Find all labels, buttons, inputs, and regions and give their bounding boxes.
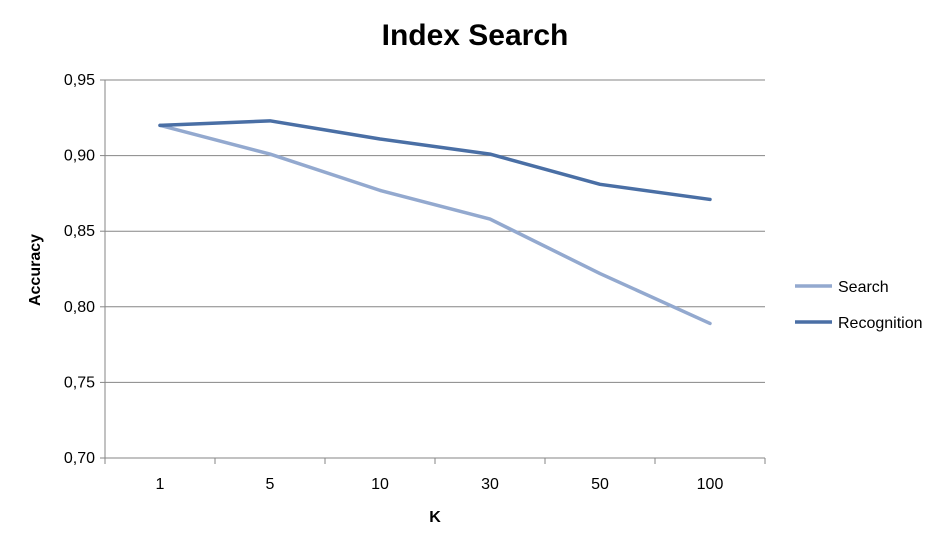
y-tick-label: 0,85 (64, 223, 95, 240)
gridlines (105, 79, 765, 383)
y-tick-label: 0,80 (64, 299, 95, 316)
legend: Search Recognition (795, 279, 923, 332)
x-tick-label: 50 (591, 476, 609, 493)
y-tick-label: 0,75 (64, 374, 95, 391)
axes (100, 79, 766, 464)
y-tick-label: 0,95 (64, 72, 95, 89)
tick-labels: 0,70 0,75 0,80 0,85 0,90 0,95 1 5 10 30 50 100 (64, 72, 724, 493)
x-tick-label: 1 (156, 476, 165, 493)
legend-label-recognition: Recognition (838, 315, 923, 332)
x-tick-label: 100 (697, 476, 724, 493)
x-tick-label: 5 (266, 476, 275, 493)
x-tick-label: 30 (481, 476, 499, 493)
series-line-search (158, 123, 712, 326)
y-tick-label: 0,90 (64, 148, 95, 165)
series-lines (158, 119, 712, 326)
y-axis-label: Accuracy (27, 234, 44, 306)
y-tick-label: 0,70 (64, 450, 95, 467)
series-line-recognition (158, 119, 712, 202)
x-axis-label: K (429, 509, 441, 526)
chart-title: Index Search (382, 19, 569, 52)
legend-label-search: Search (838, 279, 889, 296)
x-tick-label: 10 (371, 476, 389, 493)
